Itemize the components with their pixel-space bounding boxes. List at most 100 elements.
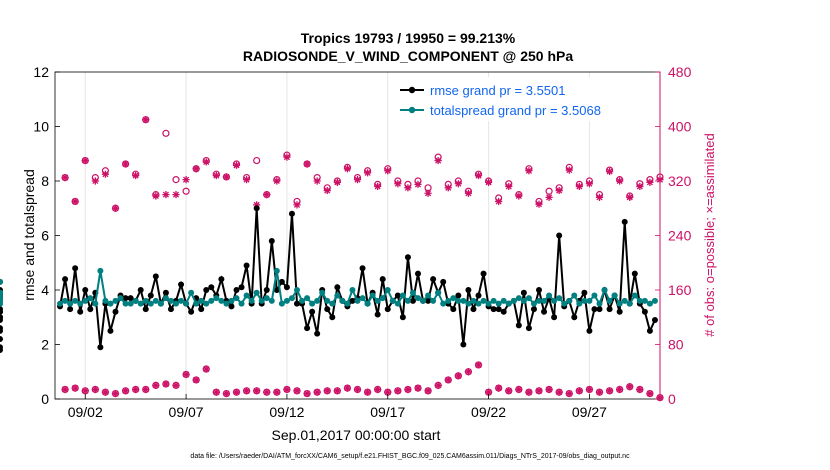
rmse-point bbox=[520, 289, 527, 296]
x-tick-label: 09/12 bbox=[269, 404, 304, 420]
spread-point bbox=[480, 297, 487, 304]
obs-assimilated-marker bbox=[212, 171, 220, 180]
spread-point bbox=[556, 295, 563, 302]
spread-point bbox=[198, 297, 205, 304]
rmse-point bbox=[621, 218, 628, 225]
obs-assimilated-marker-low bbox=[111, 389, 120, 398]
obs-assimilated-marker bbox=[101, 170, 110, 178]
spread-point bbox=[490, 297, 497, 304]
rmse-point bbox=[127, 295, 134, 302]
spread-point bbox=[324, 297, 331, 304]
obs-assimilated-marker bbox=[152, 192, 160, 200]
obs-assimilated-marker-low bbox=[646, 389, 654, 398]
obs-assimilated-marker-low bbox=[424, 387, 432, 395]
y2-tick-label: 240 bbox=[668, 228, 692, 244]
spread-point bbox=[253, 289, 260, 296]
obs-assimilated-marker bbox=[454, 180, 462, 188]
rmse-point bbox=[87, 306, 94, 313]
y-tick-label: 2 bbox=[41, 337, 49, 353]
spread-point bbox=[616, 300, 623, 307]
spread-point bbox=[319, 289, 326, 296]
obs-assimilated-marker bbox=[434, 156, 442, 165]
obs-assimilated-marker-low bbox=[434, 381, 442, 389]
spread-point bbox=[495, 300, 502, 307]
obs-assimilated-marker-low bbox=[363, 388, 372, 396]
obs-assimilated-marker-low bbox=[626, 383, 634, 391]
spread-point bbox=[500, 297, 507, 304]
spread-point bbox=[304, 295, 311, 302]
rmse-line bbox=[59, 208, 656, 348]
obs-assimilated-marker-low bbox=[636, 385, 644, 394]
x-tick-label: 09/17 bbox=[370, 404, 405, 420]
rmse-point bbox=[515, 322, 522, 329]
spread-point bbox=[546, 292, 553, 299]
obs-assimilated-marker bbox=[605, 167, 614, 176]
spread-point bbox=[183, 300, 190, 307]
spread-point bbox=[102, 297, 109, 304]
y-tick-label: 12 bbox=[33, 64, 49, 80]
spread-point bbox=[339, 297, 346, 304]
x-tick-label: 09/07 bbox=[169, 404, 204, 420]
spread-point bbox=[621, 297, 628, 304]
rmse-point bbox=[651, 316, 658, 323]
obs-assimilated-marker-low bbox=[222, 389, 231, 398]
spread-point bbox=[288, 295, 295, 302]
spread-point bbox=[455, 297, 462, 304]
rmse-point bbox=[556, 232, 563, 239]
obs-assimilated-marker-low bbox=[71, 384, 79, 392]
spread-point bbox=[62, 297, 69, 304]
spread-point bbox=[641, 297, 648, 304]
rmse-point bbox=[641, 308, 648, 315]
spread-point bbox=[369, 292, 376, 299]
spread-point bbox=[541, 297, 548, 304]
spread-point bbox=[112, 297, 119, 304]
spread-point bbox=[97, 267, 104, 274]
rmse-point bbox=[450, 306, 457, 313]
spread-point bbox=[596, 300, 603, 307]
y2-tick-label: 160 bbox=[668, 282, 692, 298]
spread-point bbox=[67, 300, 74, 307]
rmse-point bbox=[379, 276, 386, 283]
obs-assimilated-marker bbox=[636, 182, 644, 191]
obs-assimilated-marker bbox=[595, 193, 604, 201]
rmse-point bbox=[470, 306, 477, 313]
obs-assimilated-marker bbox=[646, 178, 654, 186]
y2-tick-label: 400 bbox=[668, 119, 692, 135]
obs-assimilated-marker bbox=[343, 165, 352, 173]
rmse-point bbox=[581, 289, 588, 296]
spread-point bbox=[223, 300, 230, 307]
obs-count-markers bbox=[61, 116, 664, 402]
obs-possible-marker bbox=[253, 156, 261, 165]
legend-box bbox=[393, 77, 653, 121]
obs-assimilated-marker-low bbox=[545, 385, 553, 394]
rmse-point bbox=[273, 287, 280, 293]
spread-point bbox=[374, 297, 381, 304]
spread-point bbox=[218, 297, 225, 304]
obs-assimilated-marker bbox=[464, 189, 473, 197]
rmse-point bbox=[238, 284, 245, 291]
spread-point bbox=[142, 297, 149, 304]
rmse-point bbox=[525, 325, 532, 332]
spread-point bbox=[465, 300, 472, 307]
rmse-point bbox=[137, 287, 144, 293]
obs-assimilated-marker-low bbox=[444, 376, 452, 384]
rmse-point bbox=[0, 346, 3, 353]
obs-assimilated-marker bbox=[132, 171, 140, 180]
rmse-point bbox=[551, 314, 558, 321]
obs-assimilated-marker-low bbox=[353, 385, 362, 394]
rmse-point bbox=[490, 306, 497, 313]
spread-point bbox=[299, 297, 306, 304]
obs-assimilated-marker bbox=[414, 180, 422, 189]
obs-assimilated-marker bbox=[575, 182, 583, 191]
spread-point bbox=[173, 300, 179, 307]
obs-assimilated-marker-low bbox=[61, 385, 69, 394]
y-tick-label: 8 bbox=[41, 173, 49, 189]
obs-assimilated-marker-low bbox=[162, 380, 170, 388]
obs-assimilated-marker-low bbox=[525, 388, 533, 396]
x-axis-label: Sep.01,2017 00:00:00 start bbox=[272, 427, 441, 443]
y2-tick-label: 80 bbox=[668, 337, 684, 353]
obs-assimilated-marker bbox=[555, 186, 563, 195]
legend-spread-label: totalspread grand pr = 3.5068 bbox=[430, 103, 601, 118]
spread-point bbox=[294, 287, 300, 293]
